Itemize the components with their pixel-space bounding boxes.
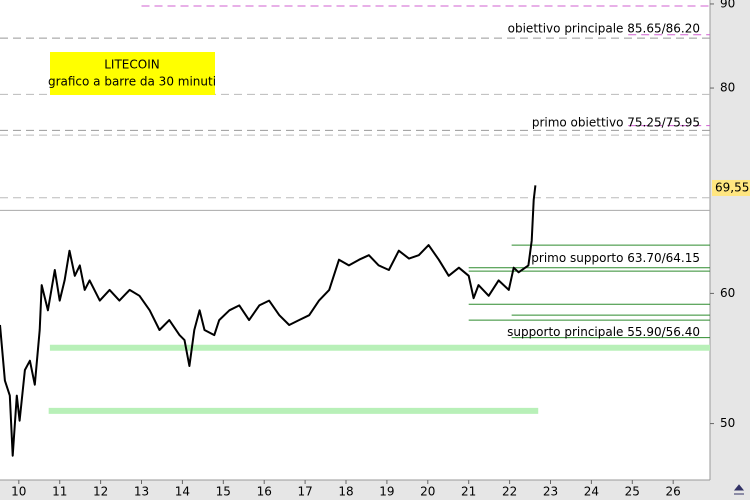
annotation: supporto principale 55.90/56.40	[507, 325, 700, 339]
x-tick-label: 12	[93, 485, 108, 499]
x-tick-label: 14	[175, 485, 190, 499]
x-tick-label: 11	[52, 485, 67, 499]
price-line	[0, 185, 537, 457]
scroll-icon[interactable]	[732, 482, 746, 496]
x-tick-label: 21	[461, 485, 476, 499]
x-tick-label: 22	[502, 485, 517, 499]
x-tick-label: 15	[216, 485, 231, 499]
price-label: 69,55	[715, 180, 749, 194]
x-tick-label: 18	[338, 485, 353, 499]
x-tick-label: 20	[420, 485, 435, 499]
x-tick-label: 25	[625, 485, 640, 499]
x-axis-panel	[0, 480, 710, 500]
x-tick-label: 23	[543, 485, 558, 499]
y-tick-label: 50	[720, 416, 735, 430]
y-tick-label: 60	[720, 286, 735, 300]
x-tick-label: 24	[584, 485, 599, 499]
icon-arrow[interactable]	[733, 484, 745, 495]
x-tick-label: 10	[11, 485, 26, 499]
y-tick-label: 80	[720, 81, 735, 95]
chart-subtitle: grafico a barre da 30 minuti	[48, 75, 216, 89]
x-tick-label: 17	[297, 485, 312, 499]
annotation: primo obiettivo 75.25/75.95	[532, 115, 700, 129]
x-tick-label: 19	[379, 485, 394, 499]
y-axis-panel	[710, 0, 750, 500]
x-tick-label: 26	[666, 485, 681, 499]
annotation: obiettivo principale 85.65/86.20	[508, 21, 700, 35]
chart-title: LITECOIN	[104, 58, 159, 72]
price-marker	[712, 179, 750, 196]
x-tick-label: 13	[134, 485, 149, 499]
y-tick-label: 90	[720, 0, 735, 10]
annotation: primo supporto 63.70/64.15	[531, 251, 700, 265]
x-tick-label: 16	[257, 485, 272, 499]
title-box	[50, 52, 215, 95]
